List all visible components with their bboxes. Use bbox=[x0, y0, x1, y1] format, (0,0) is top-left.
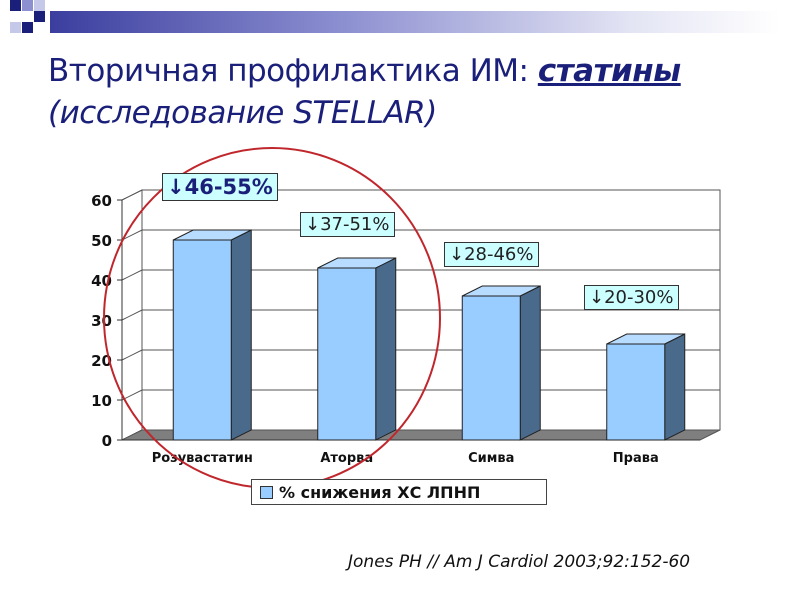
title-main: Вторичная профилактика ИМ: bbox=[48, 53, 538, 89]
gridline bbox=[121, 229, 720, 241]
callout-simvastatin: ↓28-46% bbox=[444, 242, 539, 267]
deco-square bbox=[10, 22, 21, 33]
gridline bbox=[121, 269, 720, 281]
legend-label: % снижения ХС ЛПНП bbox=[279, 482, 481, 502]
title-highlight: статины bbox=[537, 53, 681, 89]
bar-side bbox=[664, 333, 686, 441]
legend-swatch bbox=[260, 485, 273, 499]
y-tick-label: 60 bbox=[91, 192, 112, 210]
citation: Jones PH // Am J Cardiol 2003;92:152-60 bbox=[348, 552, 691, 572]
deco-square bbox=[22, 22, 33, 33]
y-tick-label: 20 bbox=[91, 352, 112, 370]
chart-legend: % снижения ХС ЛПНП bbox=[251, 479, 547, 505]
y-tick-label: 0 bbox=[102, 432, 112, 450]
bar bbox=[461, 295, 521, 441]
deco-square bbox=[34, 0, 45, 11]
header-gradient-bar bbox=[50, 11, 780, 33]
bar bbox=[317, 267, 377, 441]
deco-square bbox=[34, 11, 45, 22]
slide-title: Вторичная профилактика ИМ: статины (иссл… bbox=[48, 50, 788, 134]
deco-square bbox=[22, 0, 33, 11]
x-tick-label: Права bbox=[613, 451, 659, 466]
x-tick-label: Розувастатин bbox=[152, 451, 253, 466]
gridline bbox=[121, 189, 720, 201]
y-tick-label: 50 bbox=[91, 232, 112, 250]
bar-side bbox=[519, 285, 541, 441]
title-subtitle: (исследование STELLAR) bbox=[48, 95, 437, 131]
x-tick-label: Симва bbox=[468, 451, 514, 466]
callout-pravastatin: ↓20-30% bbox=[584, 285, 679, 310]
callout-atorvastatin: ↓37-51% bbox=[300, 212, 395, 237]
callout-rosuvastatin: ↓46-55% bbox=[162, 173, 278, 201]
y-tick-label: 30 bbox=[91, 312, 112, 330]
bar-side bbox=[375, 257, 397, 441]
bar bbox=[172, 239, 232, 441]
bar-side bbox=[230, 229, 252, 441]
bar bbox=[606, 343, 666, 441]
y-tick-label: 10 bbox=[91, 392, 112, 410]
deco-square bbox=[10, 0, 21, 11]
